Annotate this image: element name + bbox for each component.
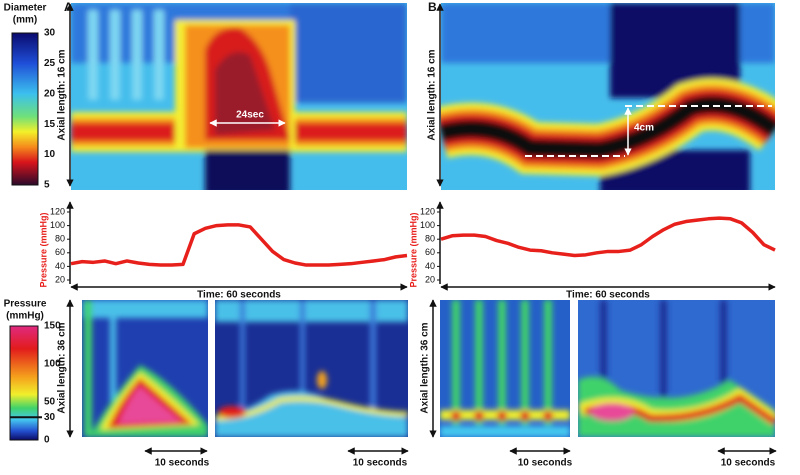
y-axis-label: Pressure (mmHg) (408, 212, 418, 287)
colorbar-tick-label: 25 (44, 58, 56, 69)
heatmap-b-top (441, 3, 775, 190)
y-tick-label: 100 (420, 220, 435, 230)
colorbar-tick-label: 20 (44, 88, 56, 99)
y-tick-label: 80 (55, 234, 65, 244)
y-tick-label: 60 (55, 247, 65, 257)
colorbar-title: Pressure (4, 299, 47, 310)
pressure-trace (440, 216, 776, 258)
heatmap-a-top (71, 3, 407, 190)
y-tick-label: 20 (425, 274, 435, 284)
annotation: 4cm (634, 123, 654, 134)
x-axis-label: Time: 60 seconds (566, 290, 650, 301)
colorbar-tick-label: 30 (44, 412, 56, 423)
scale-label: 10 seconds (721, 458, 776, 469)
colorbar-tick-label: 100 (44, 359, 61, 370)
y-tick-label: 100 (50, 220, 65, 230)
y-tick-label: 120 (50, 206, 65, 216)
y-tick-label: 40 (55, 261, 65, 271)
panel-label: B (428, 0, 437, 14)
y-tick-label: 120 (420, 206, 435, 216)
colorbar-tick-label: 50 (44, 397, 56, 408)
colorbar (11, 32, 39, 186)
y-axis-label: Pressure (mmHg) (38, 212, 48, 287)
heatmap-b-bottom (440, 300, 775, 437)
y-tick-label: 20 (55, 274, 65, 284)
axis-label: Axial length: 16 cm (57, 49, 68, 140)
scale-label: 10 seconds (518, 458, 573, 469)
colorbar-tick-label: 5 (44, 180, 50, 191)
axis-label: Axial length: 36 cm (420, 322, 431, 413)
axis-label: Axial length: 16 cm (427, 49, 438, 140)
colorbar-tick-label: 0 (44, 435, 50, 446)
colorbar-tick-label: 10 (44, 149, 56, 160)
colorbar-tick-label: 30 (44, 28, 56, 39)
colorbar-title: (mmHg) (6, 311, 44, 322)
scale-label: 10 seconds (155, 458, 210, 469)
x-axis-label: Time: 60 seconds (197, 290, 281, 301)
colorbar-title: (mm) (13, 15, 37, 26)
colorbar-title: Diameter (4, 3, 47, 14)
axis-label: Axial length: 36 cm (57, 322, 68, 413)
y-tick-label: 40 (425, 261, 435, 271)
scale-label: 10 seconds (353, 458, 408, 469)
panel-label: A (64, 0, 73, 14)
y-tick-label: 80 (425, 234, 435, 244)
colorbar (9, 325, 39, 441)
pressure-trace (70, 223, 408, 267)
colorbar-tick-label: 150 (44, 321, 61, 332)
heatmap-a-bottom (82, 300, 408, 437)
y-tick-label: 60 (425, 247, 435, 257)
colorbar-tick-label: 15 (44, 119, 56, 130)
annotation: 24sec (236, 110, 264, 121)
